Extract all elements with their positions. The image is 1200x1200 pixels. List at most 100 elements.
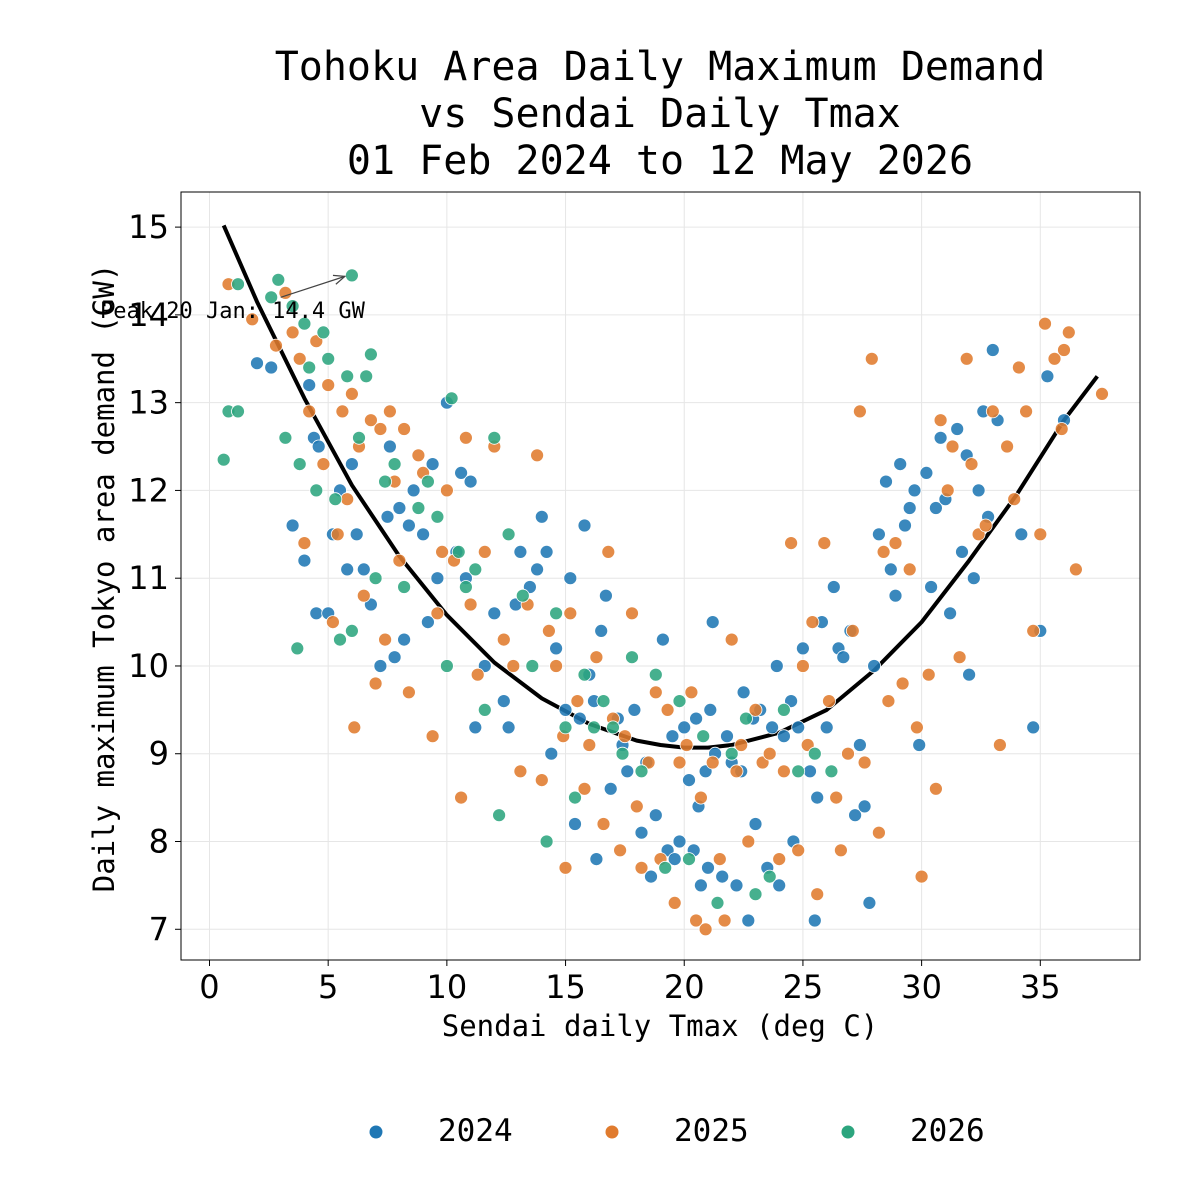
data-point — [606, 720, 620, 735]
data-point — [966, 571, 981, 586]
data-point — [515, 588, 530, 603]
data-point — [872, 825, 886, 840]
y-tick-label: 12 — [128, 471, 169, 509]
data-point — [603, 781, 618, 796]
data-point — [679, 738, 694, 752]
data-point — [853, 404, 867, 419]
data-point — [549, 641, 563, 656]
data-point — [694, 878, 708, 893]
data-point — [853, 738, 867, 752]
data-point — [373, 422, 388, 436]
data-point — [458, 580, 473, 594]
data-point — [387, 650, 402, 665]
data-point — [857, 799, 872, 814]
data-point — [513, 764, 528, 779]
data-point — [401, 518, 416, 533]
data-point — [689, 711, 703, 726]
data-point — [596, 694, 611, 708]
chart-title-line-1: Tohoku Area Daily Maximum Demand — [275, 44, 1046, 90]
data-point — [940, 483, 955, 498]
data-point — [919, 465, 934, 480]
data-point — [463, 474, 478, 489]
data-point — [271, 272, 286, 287]
data-point — [302, 360, 317, 375]
data-point — [285, 518, 300, 533]
data-point — [344, 268, 359, 283]
data-point — [439, 659, 454, 673]
data-point — [834, 843, 848, 858]
data-point — [864, 351, 879, 366]
data-point — [589, 650, 604, 665]
data-point — [841, 746, 855, 761]
data-point — [568, 817, 582, 831]
data-point — [420, 615, 435, 629]
y-axis-ticks: 7 8 9 10 11 12 13 14 15 — [128, 208, 181, 948]
data-point — [1061, 325, 1076, 340]
data-point — [416, 527, 431, 542]
data-point — [577, 781, 592, 796]
data-point — [720, 729, 734, 744]
data-point — [420, 474, 435, 489]
data-point — [879, 474, 893, 489]
data-point — [888, 536, 903, 550]
data-point — [648, 667, 663, 682]
data-point — [993, 738, 1007, 752]
data-point — [359, 369, 374, 384]
data-point — [739, 711, 753, 726]
x-tick-label: 30 — [901, 968, 942, 1006]
data-point — [836, 650, 851, 665]
data-point — [1007, 492, 1022, 507]
data-point — [544, 746, 559, 761]
series-2024 — [250, 343, 1071, 928]
data-point — [382, 439, 397, 454]
data-point — [921, 667, 936, 682]
data-point — [430, 509, 445, 524]
data-point — [468, 562, 483, 577]
data-point — [347, 720, 362, 735]
data-point — [558, 720, 573, 735]
data-point — [712, 852, 727, 866]
data-point — [857, 755, 872, 770]
data-point — [468, 720, 483, 735]
data-point — [264, 360, 279, 375]
x-tick-label: 15 — [545, 968, 586, 1006]
data-point — [910, 720, 924, 735]
data-point — [558, 860, 573, 875]
data-point — [316, 457, 331, 472]
data-point — [231, 404, 245, 419]
data-point — [876, 545, 891, 559]
data-point — [772, 878, 787, 893]
data-point — [335, 404, 350, 419]
data-point — [352, 430, 366, 445]
data-point — [594, 624, 609, 638]
x-axis-label: Sendai daily Tmax (deg C) — [442, 1009, 879, 1043]
data-point — [701, 860, 715, 875]
data-point — [285, 325, 300, 340]
data-point — [656, 632, 670, 647]
data-point — [741, 913, 756, 928]
data-point — [625, 650, 639, 665]
data-point — [634, 764, 649, 779]
data-point — [748, 887, 763, 902]
data-point — [285, 299, 300, 314]
data-point — [667, 852, 682, 866]
data-point — [694, 790, 708, 805]
x-tick-label: 25 — [783, 968, 824, 1006]
data-point — [582, 738, 597, 752]
data-point — [487, 606, 502, 621]
data-point — [634, 860, 649, 875]
data-point — [710, 896, 725, 910]
data-point — [950, 422, 965, 436]
data-point — [444, 391, 459, 406]
data-point — [959, 351, 974, 366]
data-point — [945, 439, 960, 454]
legend-label: 2026 — [910, 1113, 985, 1149]
data-point — [929, 781, 943, 796]
data-point — [741, 834, 756, 849]
data-point — [805, 615, 820, 629]
data-point — [784, 536, 798, 550]
x-tick-label: 20 — [664, 968, 705, 1006]
data-point — [269, 338, 283, 353]
data-point — [618, 729, 632, 744]
data-point — [724, 632, 739, 647]
